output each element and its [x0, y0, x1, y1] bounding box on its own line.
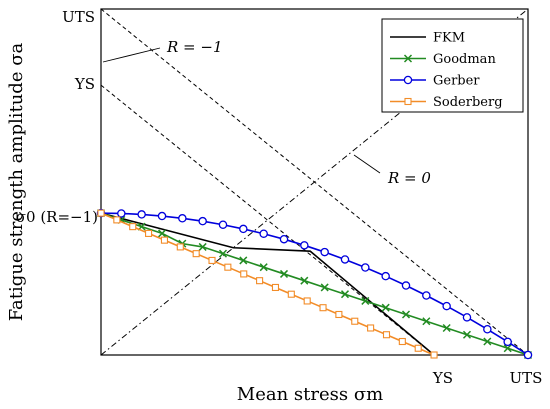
- reference-line-r-0: [100, 8, 529, 356]
- data-point-soderberg-6: [192, 250, 200, 258]
- annotation-r-minus-1: R = −1: [166, 38, 223, 56]
- data-point-goodman-7: [239, 256, 248, 265]
- legend-label-goodman: Goodman: [433, 52, 496, 67]
- data-point-gerber-15: [401, 281, 411, 290]
- legend-entry-fkm: FKM: [390, 31, 465, 46]
- annotation-leader-r-0: [353, 154, 381, 174]
- data-point-goodman-18: [462, 330, 472, 339]
- data-point-goodman-11: [320, 283, 329, 292]
- data-point-soderberg-19: [398, 337, 406, 346]
- data-point-soderberg-11: [271, 283, 280, 292]
- legend-entry-goodman: Goodman: [390, 52, 496, 67]
- annotation-leader-r-minus-1: [102, 47, 161, 63]
- plot-frame: [100, 8, 529, 356]
- data-point-gerber-10: [300, 241, 309, 250]
- legend-label-soderberg: Soderberg: [433, 95, 503, 110]
- series-line-gerber: [100, 212, 529, 356]
- data-point-gerber-11: [320, 247, 329, 257]
- data-point-goodman-3: [157, 229, 167, 238]
- series-goodman: [96, 209, 533, 360]
- data-point-gerber-19: [483, 325, 492, 334]
- data-point-gerber-20: [503, 337, 512, 347]
- data-point-soderberg-17: [367, 324, 375, 332]
- data-point-soderberg-1: [113, 216, 121, 224]
- data-point-soderberg-10: [256, 277, 264, 285]
- series-line-soderberg: [100, 212, 435, 356]
- data-point-soderberg-8: [224, 263, 232, 271]
- legend-entry-soderberg: Soderberg: [390, 95, 503, 110]
- data-point-soderberg-13: [303, 297, 311, 305]
- data-point-soderberg-14: [319, 304, 327, 312]
- reference-line-ys-1: [100, 84, 435, 356]
- x-tick-labels: YS UTS: [432, 369, 543, 387]
- data-point-gerber-13: [361, 263, 370, 272]
- data-point-goodman-15: [401, 310, 411, 319]
- legend-box: [381, 18, 524, 113]
- data-point-gerber-1: [117, 209, 126, 218]
- data-point-soderberg-9: [240, 270, 248, 278]
- x-axis-label: Mean stress σm: [237, 384, 383, 405]
- data-point-soderberg-4: [160, 236, 169, 244]
- data-point-gerber-5: [198, 216, 207, 226]
- annotation-r-0: R = 0: [387, 169, 431, 187]
- data-point-goodman-16: [422, 317, 431, 326]
- data-point-gerber-14: [381, 271, 390, 281]
- data-point-gerber-2: [137, 210, 146, 219]
- data-point-soderberg-2: [129, 223, 137, 231]
- series-line-goodman: [100, 212, 529, 356]
- legend: FKM Goodman Gerber Soderberg: [381, 18, 524, 113]
- legend-label-fkm: FKM: [433, 31, 465, 46]
- data-point-soderberg-16: [351, 317, 359, 325]
- data-point-goodman-12: [340, 290, 350, 299]
- data-point-goodman-19: [483, 337, 492, 346]
- legend-marker-soderberg: [404, 97, 412, 106]
- data-point-gerber-8: [259, 229, 268, 238]
- y-axis-label: Fatigue strength amplitude σa: [6, 43, 27, 322]
- data-point-goodman-13: [361, 296, 370, 305]
- y-tick-labels: UTS YS σ0 (R=−1): [16, 8, 98, 226]
- data-point-soderberg-15: [335, 310, 343, 319]
- data-point-goodman-10: [300, 276, 309, 285]
- data-point-gerber-18: [462, 313, 472, 322]
- data-point-gerber-4: [178, 214, 187, 223]
- y-tick-label-sigma0: σ0 (R=−1): [16, 208, 98, 226]
- data-point-soderberg-7: [208, 256, 216, 264]
- data-point-gerber-17: [442, 301, 451, 311]
- data-point-gerber-7: [239, 224, 248, 234]
- data-point-gerber-3: [157, 211, 167, 221]
- data-point-soderberg-18: [382, 331, 391, 339]
- data-point-gerber-9: [279, 234, 289, 244]
- legend-marker-goodman: [403, 54, 413, 63]
- data-point-goodman-17: [442, 323, 451, 333]
- data-point-soderberg-20: [414, 344, 422, 352]
- data-point-goodman-8: [259, 263, 268, 272]
- y-tick-label-ys: YS: [74, 75, 95, 93]
- legend-label-gerber: Gerber: [433, 74, 480, 89]
- data-point-gerber-16: [422, 291, 431, 300]
- series-soderberg: [97, 209, 438, 359]
- x-tick-label-ys: YS: [432, 369, 453, 387]
- legend-entry-gerber: Gerber: [390, 74, 480, 89]
- series-layer: [96, 208, 533, 360]
- data-point-goodman-5: [198, 242, 207, 251]
- data-point-goodman-14: [381, 303, 390, 312]
- x-tick-label-uts: UTS: [510, 369, 543, 387]
- legend-entries: FKM Goodman Gerber Soderberg: [390, 31, 503, 110]
- data-point-goodman-9: [279, 269, 289, 278]
- data-point-soderberg-0: [97, 209, 105, 217]
- y-tick-label-uts: UTS: [62, 8, 95, 26]
- data-point-soderberg-3: [145, 229, 153, 237]
- data-point-soderberg-12: [287, 290, 295, 298]
- data-point-soderberg-5: [176, 243, 184, 251]
- data-point-goodman-6: [218, 249, 228, 258]
- data-point-gerber-6: [218, 220, 228, 229]
- legend-marker-gerber: [403, 75, 413, 85]
- data-point-soderberg-21: [430, 351, 438, 359]
- data-point-gerber-21: [523, 350, 533, 360]
- data-point-gerber-12: [340, 255, 350, 264]
- data-point-goodman-20: [503, 344, 512, 353]
- reference-lines: [100, 8, 529, 356]
